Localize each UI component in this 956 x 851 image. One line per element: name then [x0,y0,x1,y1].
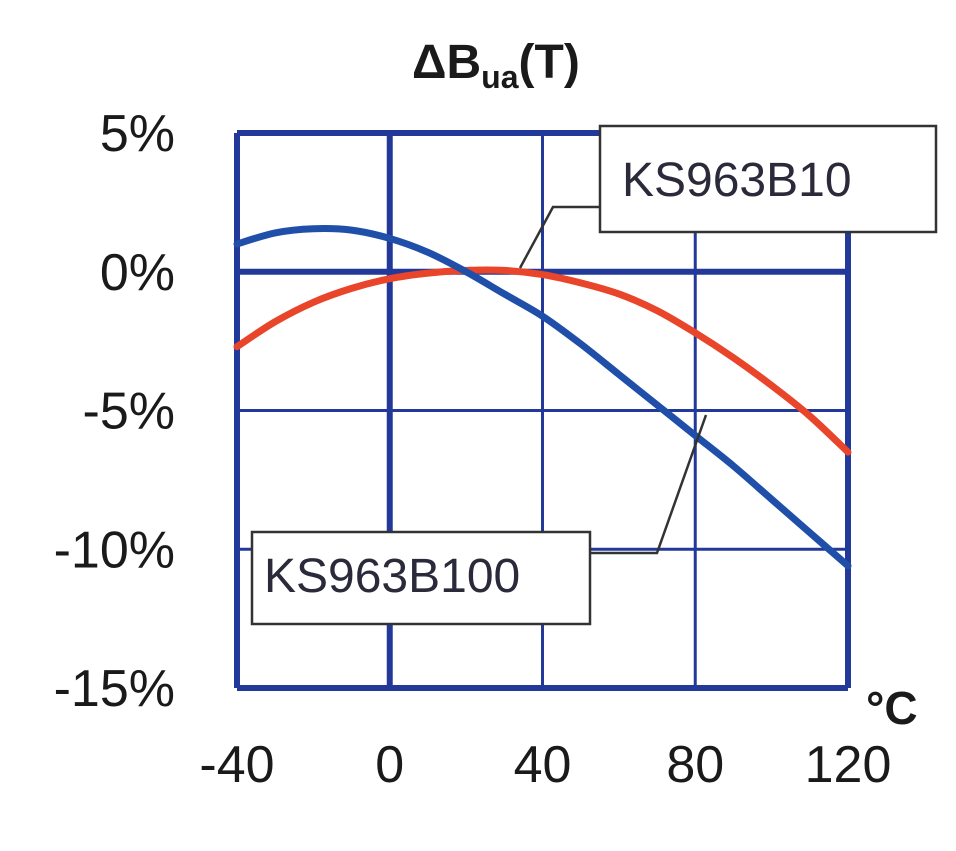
series-line-ks963b100 [233,225,852,570]
y-tick-label: -15% [54,660,175,718]
x-tick-label: 120 [805,736,892,794]
chart-title-prefix: ΔB [412,36,481,89]
chart-title-suffix: (T) [519,36,580,89]
series-layer [233,225,852,570]
x-tick-label: -40 [199,736,274,794]
legend-label-ks963b10: KS963B10 [622,154,852,207]
legend-label-ks963b100: KS963B100 [264,550,520,603]
y-tick-label: 0% [100,244,175,302]
x-axis-unit: °C [866,682,918,734]
x-axis-ticks: -40 0 40 80 120 [199,736,891,794]
chart-title: ΔBua(T) [412,36,580,95]
x-tick-label: 40 [514,736,572,794]
x-tick-label: 0 [375,736,404,794]
y-axis-ticks: 5% 0% -5% -10% -15% [54,105,175,718]
callout-box-ks963b100 [250,530,592,626]
callout-leader-ks963b100 [590,414,708,555]
callout-layer: KS963B10 KS963B100 [250,124,938,626]
callout-leader-ks963b10 [518,205,600,269]
chart-title-subscript: ua [481,59,519,95]
series-line-ks963b10 [233,266,852,456]
y-tick-label: 5% [100,105,175,163]
y-tick-label: -10% [54,521,175,579]
y-tick-label: -5% [83,383,175,441]
callout-box-ks963b10 [598,124,938,234]
x-tick-label: 80 [666,736,724,794]
